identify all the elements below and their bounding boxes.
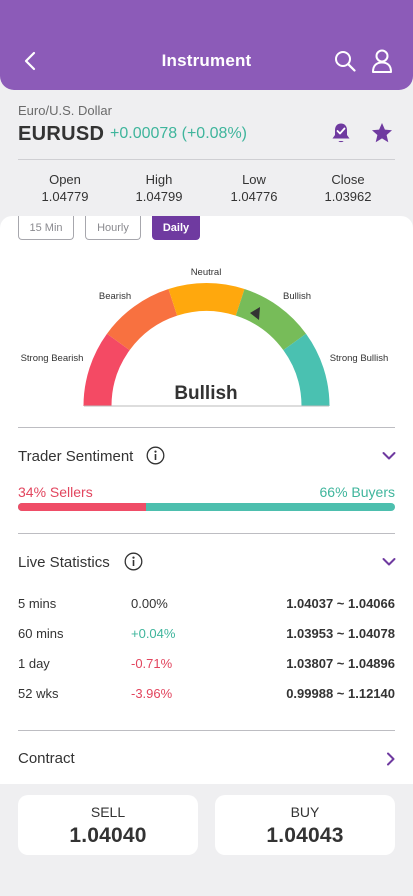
ohlc-label: Open [49,172,81,187]
gauge-segment-bearish [106,289,178,351]
divider [18,159,395,160]
stat-range: 1.03807 ~ 1.04896 [286,656,395,671]
ohlc-label: Low [242,172,266,187]
sellers-percent: 34% Sellers [18,484,93,500]
trade-bar: SELL 1.04040 BUY 1.04043 [0,784,413,896]
ohlc-high: High 1.04799 [114,172,204,204]
stat-row: 60 mins +0.04% 1.03953 ~ 1.04078 [0,626,413,646]
tab-hourly[interactable]: Hourly [85,216,141,240]
gauge-label-strong-bullish: Strong Bullish [330,353,389,364]
page-title: Instrument [161,51,252,70]
stat-period: 60 mins [18,626,64,641]
trader-sentiment-title: Trader Sentiment [18,448,134,465]
gauge-label-bearish: Bearish [99,291,131,302]
ohlc-label: Close [331,172,365,187]
ohlc-value: 1.04776 [230,189,278,204]
instrument-summary: Euro/U.S. Dollar EURUSD +0.00078 (+0.08%… [0,90,413,220]
ohlc-value: 1.04779 [41,189,89,204]
live-statistics-title: Live Statistics [18,554,110,571]
stat-range: 1.04037 ~ 1.04066 [286,596,395,611]
chevron-right-icon[interactable] [386,752,396,766]
search-icon[interactable] [334,50,356,72]
gauge-segment-strong-bearish [83,333,130,406]
gauge-segment-neutral [168,283,245,316]
divider [18,533,395,534]
instrument-symbol: EURUSD [18,123,105,145]
stat-change: -3.96% [131,686,173,701]
gauge-label-bullish: Bullish [283,291,311,302]
ohlc-close: Close 1.03962 [303,172,393,204]
stat-range: 0.99988 ~ 1.12140 [286,686,395,701]
ohlc-value: 1.03962 [324,189,372,204]
chevron-left-icon[interactable] [20,50,40,72]
gauge-segment-strong-bullish [283,333,330,406]
stat-row: 52 wks -3.96% 0.99988 ~ 1.12140 [0,686,413,706]
buy-button[interactable]: BUY 1.04043 [215,795,395,855]
gauge-arcs [83,283,330,406]
technical-card: 15 Min Hourly Daily Strong Bearish Beari… [0,216,413,784]
user-icon[interactable] [371,49,393,73]
stat-period: 1 day [18,656,50,671]
instrument-name: Euro/U.S. Dollar [18,103,112,118]
divider [18,427,395,428]
stat-change: -0.71% [131,656,173,671]
gauge-segment-bullish [235,289,307,351]
price-change: +0.00078 (+0.08%) [110,125,247,142]
contract-row[interactable]: Contract [18,750,75,767]
ohlc-value: 1.04799 [135,189,183,204]
gauge-reading: Bullish [174,383,237,404]
sentiment-bar [18,503,395,511]
chevron-down-icon[interactable] [382,557,396,567]
info-icon[interactable] [146,446,165,465]
star-icon[interactable] [371,122,393,144]
stat-row: 1 day -0.71% 1.03807 ~ 1.04896 [0,656,413,676]
stat-range: 1.03953 ~ 1.04078 [286,626,395,641]
sell-label: SELL [90,804,126,820]
ohlc-label: High [145,172,173,187]
tab-daily[interactable]: Daily [152,216,200,240]
stat-row: 5 mins 0.00% 1.04037 ~ 1.04066 [0,596,413,616]
sell-price: 1.04040 [69,824,147,847]
app-header: Instrument [0,0,413,90]
buy-price: 1.04043 [266,824,344,847]
ohlc-low: Low 1.04776 [209,172,299,204]
chevron-down-icon[interactable] [382,451,396,461]
ohlc-open: Open 1.04779 [20,172,110,204]
gauge-label-strong-bearish: Strong Bearish [21,353,84,364]
bell-check-icon[interactable] [330,122,352,144]
stat-change: +0.04% [131,626,176,641]
gauge-pointer [250,307,260,320]
stat-period: 52 wks [18,686,59,701]
buyers-percent: 66% Buyers [319,484,395,500]
tab-15-min[interactable]: 15 Min [18,216,74,240]
sell-button[interactable]: SELL 1.04040 [18,795,198,855]
stat-change: 0.00% [131,596,168,611]
stat-period: 5 mins [18,596,57,611]
sellers-bar-fill [18,503,147,511]
buy-label: BUY [290,804,320,820]
info-icon[interactable] [124,552,143,571]
gauge-label-neutral: Neutral [191,267,222,278]
divider [18,730,395,731]
sentiment-gauge: Strong Bearish Bearish Neutral Bullish S… [21,267,389,407]
